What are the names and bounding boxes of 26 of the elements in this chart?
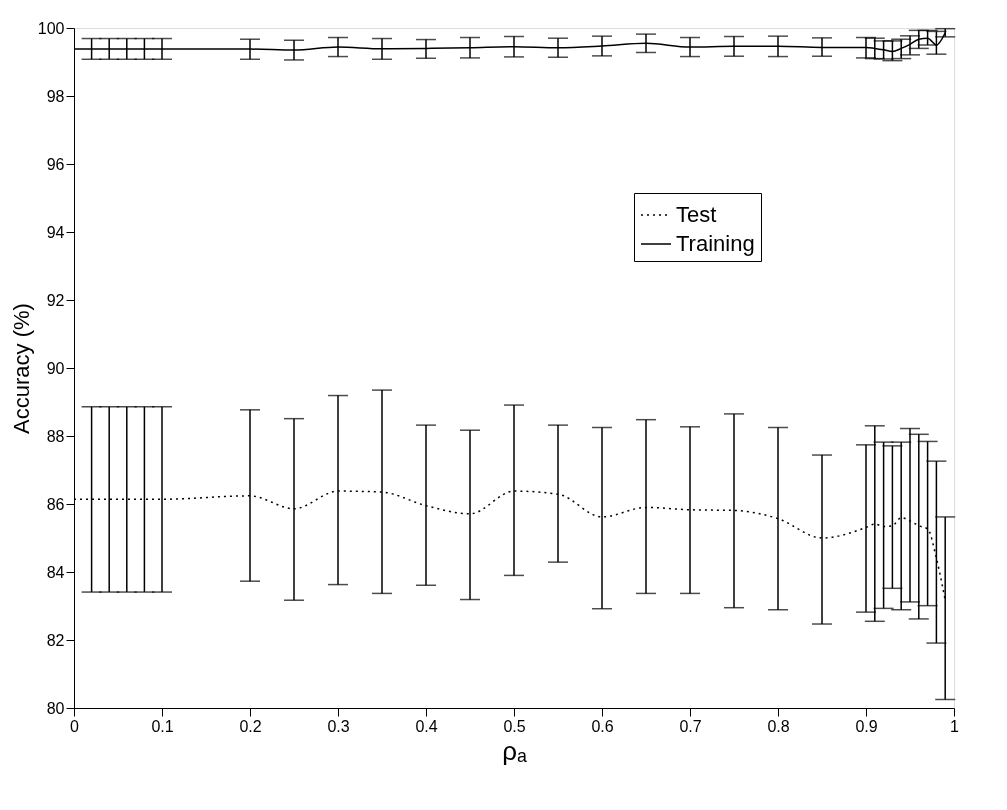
legend-label: Test [676, 202, 717, 227]
y-tick-label: 98 [46, 87, 65, 105]
y-tick-label: 100 [37, 19, 65, 37]
y-tick-label: 86 [46, 495, 65, 513]
x-tick-label: 0.4 [415, 717, 438, 735]
legend-label: Training [676, 231, 755, 256]
x-axis-title: ρₐ [502, 735, 528, 766]
y-tick-label: 96 [46, 155, 65, 173]
x-tick-label: 0.3 [327, 717, 350, 735]
y-tick-label: 84 [46, 563, 65, 581]
x-tick-label: 0.7 [679, 717, 702, 735]
x-tick-label: 0.6 [591, 717, 614, 735]
x-tick-label: 0.5 [503, 717, 526, 735]
x-tick-label: 0.2 [239, 717, 262, 735]
x-tick-label: 0 [70, 717, 80, 735]
y-tick-label: 88 [46, 427, 65, 445]
y-tick-label: 92 [46, 291, 65, 309]
y-tick-label: 90 [46, 359, 65, 377]
y-tick-label: 80 [46, 699, 65, 717]
y-tick-label: 82 [46, 631, 65, 649]
y-axis-title: Accuracy (%) [8, 303, 34, 434]
x-tick-label: 0.8 [767, 717, 790, 735]
y-tick-label: 94 [46, 223, 65, 241]
x-tick-label: 0.9 [855, 717, 878, 735]
x-tick-label: 0.1 [151, 717, 174, 735]
x-tick-label: 1 [950, 717, 960, 735]
